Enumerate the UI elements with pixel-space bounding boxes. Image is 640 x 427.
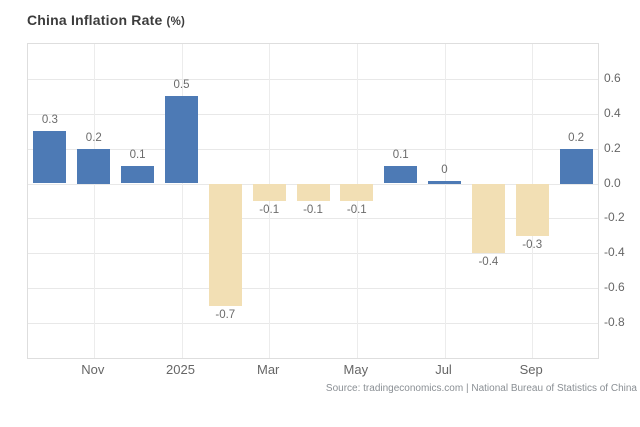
data-bar[interactable] xyxy=(252,183,286,201)
y-gridline xyxy=(28,323,598,325)
bar-value-label: -0.7 xyxy=(215,308,236,321)
data-bar[interactable] xyxy=(340,183,374,201)
bar-value-label: -0.4 xyxy=(478,256,499,269)
bar-value-label: 0.5 xyxy=(173,79,190,92)
bar-value-label: 0.1 xyxy=(129,149,146,162)
x-axis-label: May xyxy=(343,362,369,377)
y-axis-label: 0.4 xyxy=(604,105,621,120)
data-bar[interactable] xyxy=(559,148,593,184)
bar-value-label: 0 xyxy=(441,163,448,176)
x-gridline xyxy=(181,44,183,358)
data-bar[interactable] xyxy=(208,183,242,306)
y-gridline xyxy=(28,148,598,150)
y-gridline xyxy=(28,288,598,290)
x-axis-label: Nov xyxy=(81,362,105,377)
data-bar[interactable] xyxy=(515,183,549,236)
x-axis-label: Sep xyxy=(519,362,543,377)
bar-value-label: 0.3 xyxy=(41,114,58,127)
chart-title-unit: (%) xyxy=(166,16,186,28)
x-gridline xyxy=(93,44,95,358)
bar-value-label: -0.1 xyxy=(346,204,367,216)
x-gridline xyxy=(444,44,446,358)
x-gridline xyxy=(269,44,271,358)
y-gridline xyxy=(28,218,598,220)
x-axis-label: Jul xyxy=(435,362,452,377)
y-axis-label: 0.2 xyxy=(604,140,621,155)
y-axis-label: -0.4 xyxy=(604,245,625,260)
y-axis-label: 0.6 xyxy=(604,70,621,85)
data-bar[interactable] xyxy=(33,131,67,184)
bar-value-label: 0.1 xyxy=(392,149,409,162)
y-gridline xyxy=(28,253,598,255)
x-axis-label: 2025 xyxy=(166,362,195,377)
y-axis-label: -0.2 xyxy=(604,210,625,225)
y-axis-label: 0.0 xyxy=(604,175,621,190)
bar-value-label: -0.1 xyxy=(303,204,323,216)
data-bar[interactable] xyxy=(296,183,330,201)
bar-value-label: -0.1 xyxy=(259,204,280,216)
data-bar[interactable] xyxy=(384,166,418,184)
y-gridline xyxy=(28,113,598,115)
bar-value-label: 0.2 xyxy=(568,131,585,144)
chart-title-main: China Inflation Rate xyxy=(27,12,163,28)
data-bar[interactable] xyxy=(471,183,505,254)
data-bar[interactable] xyxy=(77,148,111,184)
y-axis-label: -0.8 xyxy=(604,315,625,330)
bar-value-label: 0.2 xyxy=(85,131,102,144)
plot-area: 0.3 0.2 0.1 0.5 -0.7 -0.1 -0.1 -0.1 0.1 0 -0.4 -0.3… xyxy=(27,43,599,359)
y-gridline xyxy=(28,78,598,80)
source-text: Source: tradingeconomics.com | National … xyxy=(325,383,637,394)
chart-title: China Inflation Rate (%) xyxy=(27,12,185,28)
x-axis-label: Mar xyxy=(256,362,280,377)
data-bar[interactable] xyxy=(428,180,461,184)
x-gridline xyxy=(356,44,358,358)
data-bar[interactable] xyxy=(165,96,198,184)
data-bar[interactable] xyxy=(121,166,155,184)
y-axis-label: -0.6 xyxy=(604,280,625,295)
bar-value-label: -0.3 xyxy=(522,238,543,251)
